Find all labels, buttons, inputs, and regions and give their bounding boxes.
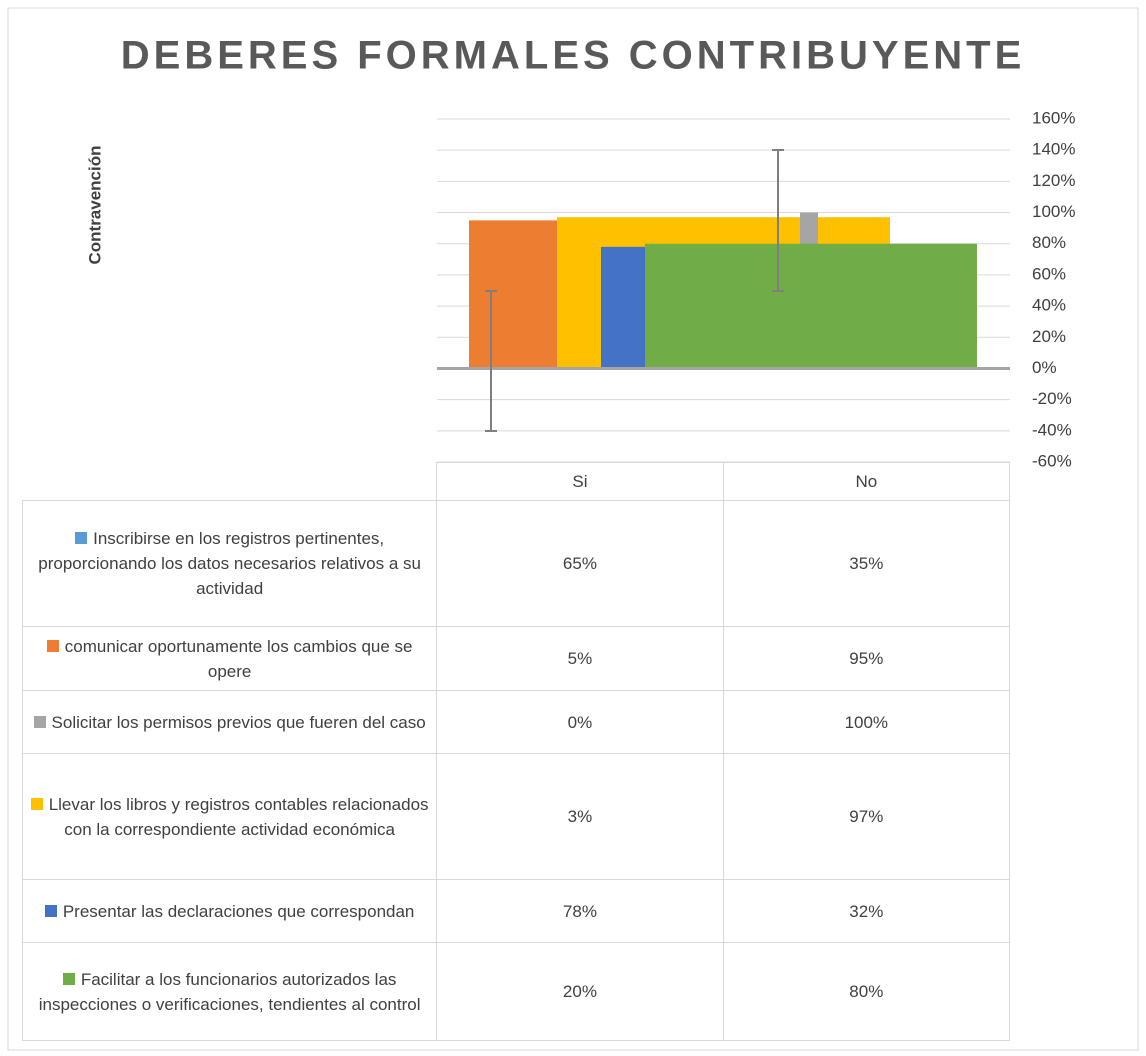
value-cell: 100%	[722, 690, 1011, 754]
category-label: No	[722, 462, 1011, 501]
bar	[469, 220, 557, 369]
y-axis-label: Contravención	[85, 145, 104, 264]
value-cell: 97%	[722, 753, 1011, 880]
legend-label: comunicar oportunamente los cambios que …	[64, 636, 413, 681]
bar	[601, 246, 645, 369]
legend-label: Presentar las declaraciones que correspo…	[62, 901, 415, 921]
data-table: Si No Inscribirse en los registros pertine…	[21, 462, 1011, 1041]
legend-key	[33, 715, 46, 728]
y-tick-label: 160%	[1032, 108, 1075, 127]
y-tick-label: 60%	[1032, 264, 1066, 283]
value-cell: 35%	[722, 500, 1011, 627]
y-tick-label: -40%	[1032, 420, 1072, 439]
legend-label: Facilitar a los funcionarios autorizados…	[38, 969, 421, 1014]
chart-title: DEBERES FORMALES CONTRIBUYENTE	[121, 34, 1026, 78]
y-tick-label: 100%	[1032, 202, 1075, 221]
table-row: Facilitar a los funcionarios autorizados…	[21, 942, 1011, 1041]
legend-key	[62, 972, 75, 985]
value-cell: 3%	[436, 753, 724, 880]
value-cell: 5%	[436, 626, 724, 691]
legend-key	[46, 639, 59, 652]
legend-cell: Facilitar a los funcionarios autorizados…	[21, 942, 438, 1041]
legend-key	[75, 532, 88, 544]
bar	[645, 243, 977, 369]
value-cell: 95%	[722, 626, 1011, 691]
blank-cell	[23, 463, 437, 501]
y-tick-label: -20%	[1032, 389, 1072, 408]
legend-label: Inscribirse en los registros pertinentes…	[38, 529, 421, 598]
table-row: Solicitar los permisos previos que fuere…	[21, 690, 1011, 754]
value-cell: 0%	[436, 690, 724, 754]
y-tick-label: 80%	[1032, 233, 1066, 252]
table-row: Presentar las declaraciones que correspo…	[21, 879, 1011, 943]
category-label: Si	[436, 462, 724, 501]
value-cell: 20%	[436, 942, 724, 1041]
table-row: Inscribirse en los registros pertinentes…	[21, 500, 1011, 627]
table-header: Si No	[23, 462, 1011, 501]
legend-label: Solicitar los permisos previos que fuere…	[51, 712, 426, 732]
value-cell: 80%	[722, 942, 1011, 1041]
y-tick-label: 120%	[1032, 171, 1075, 190]
y-tick-label: 140%	[1032, 140, 1075, 159]
y-tick-label: 0%	[1032, 358, 1057, 377]
legend-cell: Solicitar los permisos previos que fuere…	[21, 690, 438, 754]
legend-cell: comunicar oportunamente los cambios que …	[21, 626, 438, 691]
legend-cell: Presentar las declaraciones que correspo…	[21, 879, 438, 943]
y-tick-label: 20%	[1032, 327, 1066, 346]
value-cell: 65%	[436, 500, 724, 627]
legend-label: Llevar los libros y registros contables …	[48, 794, 429, 839]
y-tick-label: -60%	[1032, 451, 1072, 470]
table-row: comunicar oportunamente los cambios que …	[21, 626, 1011, 691]
value-cell: 32%	[722, 879, 1011, 943]
value-cell: 78%	[436, 879, 724, 943]
legend-key	[30, 797, 43, 810]
legend-cell: Llevar los libros y registros contables …	[21, 753, 438, 880]
legend-cell: Inscribirse en los registros pertinentes…	[21, 500, 438, 627]
y-tick-label: 40%	[1032, 296, 1066, 315]
legend-key	[44, 904, 57, 917]
table-row: Llevar los libros y registros contables …	[21, 753, 1011, 880]
error-bars	[485, 149, 784, 432]
